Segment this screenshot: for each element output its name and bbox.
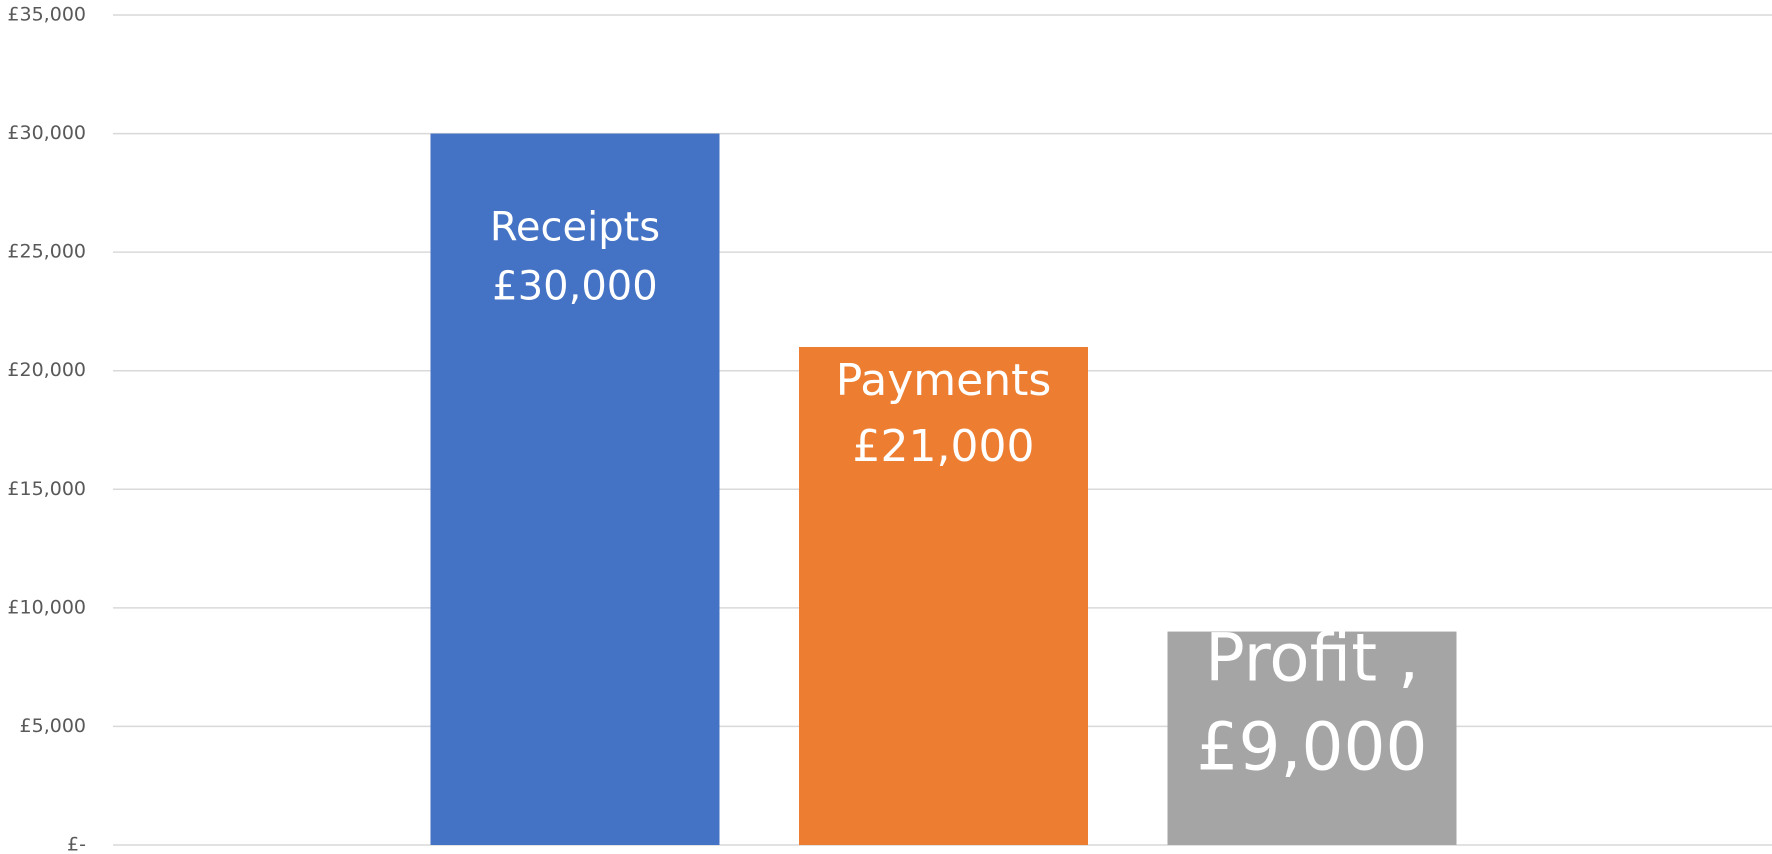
data-label-category: Payments: [836, 355, 1052, 406]
bar: [1167, 631, 1457, 845]
data-label-category: Profit ,: [1205, 620, 1419, 697]
y-tick-label: £-: [67, 834, 86, 854]
bar: [430, 133, 720, 846]
bar: [799, 347, 1088, 845]
y-tick-label: £25,000: [7, 241, 86, 263]
y-tick-label: £10,000: [7, 596, 86, 618]
data-label-value: £30,000: [492, 264, 657, 310]
data-label-category: Receipts: [490, 205, 660, 251]
y-tick-label: £35,000: [7, 4, 86, 26]
y-tick-label: £5,000: [20, 715, 86, 737]
y-tick-label: £20,000: [7, 359, 86, 381]
y-tick-label: £30,000: [7, 122, 86, 144]
data-label-value: £9,000: [1197, 709, 1428, 786]
y-tick-label: £15,000: [7, 478, 86, 500]
data-label-value: £21,000: [853, 421, 1035, 472]
